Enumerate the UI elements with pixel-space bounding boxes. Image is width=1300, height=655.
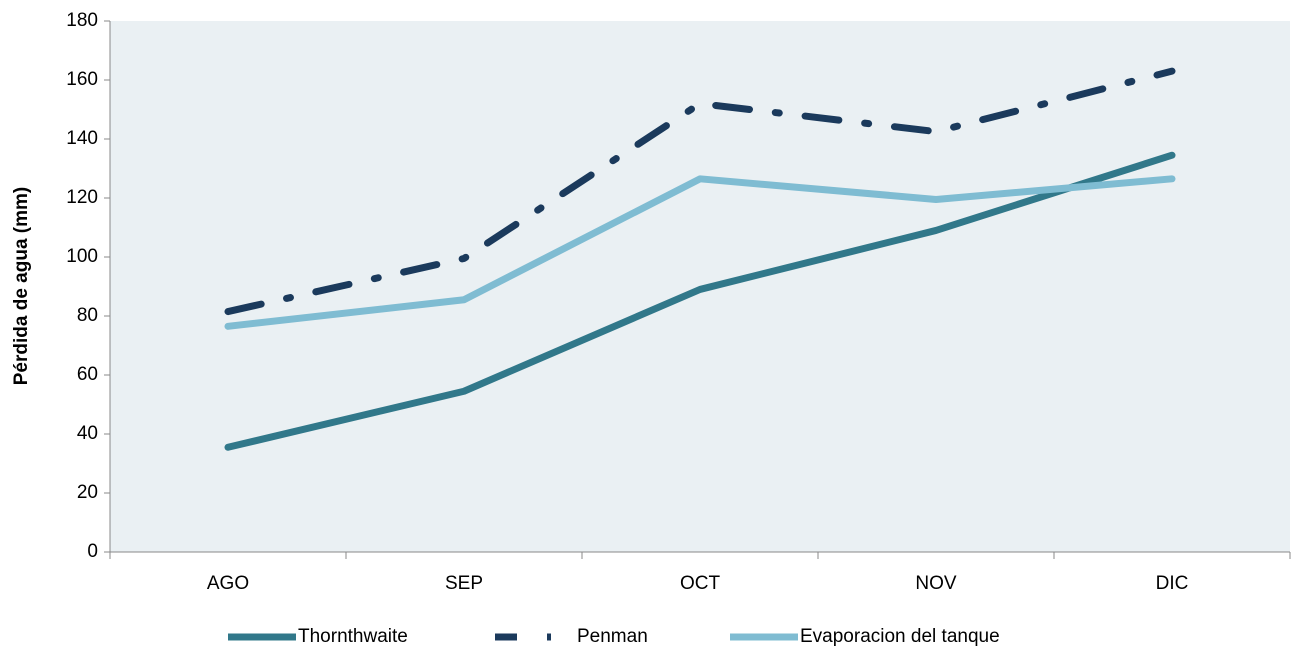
y-tick-label: 80 (77, 305, 98, 326)
y-tick-label: 140 (66, 128, 98, 149)
y-axis-label: Pérdida de agua (mm) (11, 187, 32, 386)
x-tick-label: OCT (680, 573, 721, 594)
series-line (224, 67, 1176, 316)
legend-label: Penman (577, 626, 648, 647)
legend-label: Evaporacion del tanque (800, 626, 1000, 647)
legend-label: Thornthwaite (298, 626, 408, 647)
y-tick-label: 0 (87, 541, 98, 562)
y-tick-label: 40 (77, 423, 98, 444)
y-tick-label: 60 (77, 364, 98, 385)
y-tick-label: 180 (66, 10, 98, 31)
series-line (224, 175, 1176, 330)
x-tick-label: SEP (445, 573, 483, 594)
x-tick-label: DIC (1156, 573, 1189, 594)
y-tick-label: 120 (66, 187, 98, 208)
y-tick-label: 20 (77, 482, 98, 503)
series-line (224, 151, 1176, 451)
x-tick-label: AGO (207, 573, 249, 594)
x-tick-label: NOV (915, 573, 957, 594)
y-tick-label: 160 (66, 69, 98, 90)
y-tick-label: 100 (66, 246, 98, 267)
